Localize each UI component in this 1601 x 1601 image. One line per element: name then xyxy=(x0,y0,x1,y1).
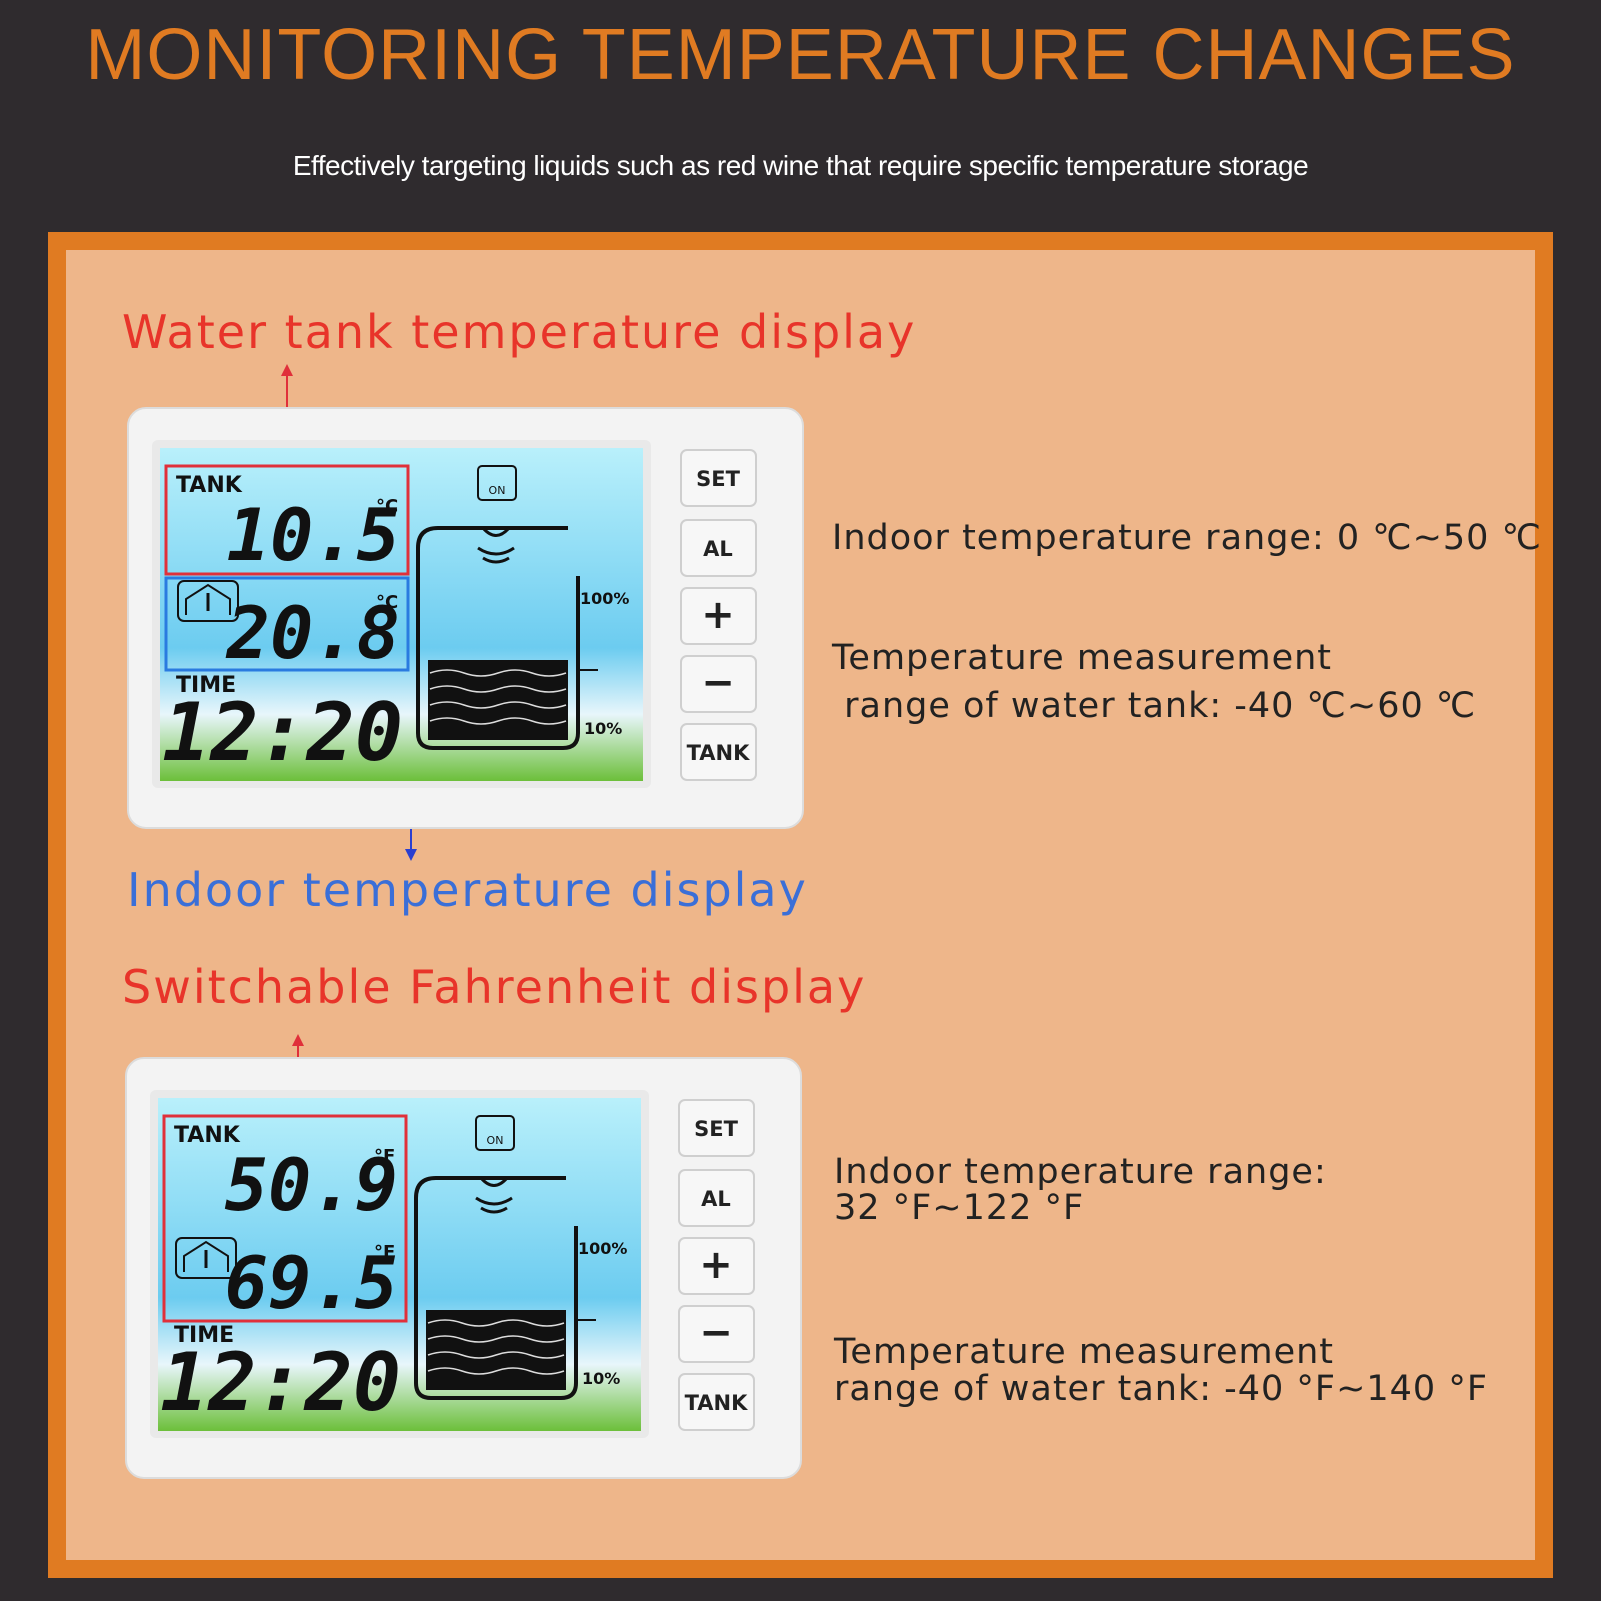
button[interactable] xyxy=(678,1099,755,1157)
on-label: ON xyxy=(487,1134,504,1147)
sprinkler xyxy=(477,526,515,564)
wave xyxy=(429,717,567,725)
on-icon xyxy=(477,465,517,501)
house-icon xyxy=(183,1240,229,1272)
subtitle: Effectively targeting liquids such as re… xyxy=(292,150,1309,181)
button-label: + xyxy=(701,592,735,638)
tank-graphic xyxy=(414,1176,578,1400)
button[interactable] xyxy=(680,519,757,577)
note: range of water tank: -40 °F~140 °F xyxy=(834,1369,1488,1409)
house-icon xyxy=(177,580,239,622)
heading: Switchable Fahrenheit display xyxy=(122,960,867,1014)
highlight-box xyxy=(164,464,410,576)
title: MONITORING TEMPERATURE CHANGES xyxy=(85,15,1516,95)
water xyxy=(428,660,568,740)
note: Temperature measurement xyxy=(832,638,1333,678)
highlight-box xyxy=(162,1114,408,1323)
on-icon xyxy=(475,1115,515,1151)
house-icon xyxy=(185,583,231,615)
button-label: AL xyxy=(701,1187,731,1211)
wave xyxy=(427,1319,565,1327)
note: range of water tank: -40 ℃~60 ℃ xyxy=(832,686,1477,726)
button-label: AL xyxy=(703,537,733,561)
note: Indoor temperature range: xyxy=(834,1152,1327,1192)
button[interactable] xyxy=(678,1305,755,1363)
button[interactable] xyxy=(680,587,757,645)
button-label: + xyxy=(699,1242,733,1288)
button[interactable] xyxy=(678,1169,755,1227)
button[interactable] xyxy=(680,449,757,507)
note: Indoor temperature range: 0 ℃~50 ℃ xyxy=(832,518,1542,558)
wave xyxy=(429,701,567,709)
button-label: − xyxy=(699,1310,733,1356)
tank-label: TANK xyxy=(176,473,243,498)
on-label: ON xyxy=(489,484,506,497)
level-low: 10% xyxy=(584,719,622,738)
heading: Water tank temperature display xyxy=(122,305,917,359)
water xyxy=(426,1310,566,1390)
button-label: TANK xyxy=(685,1391,749,1415)
button[interactable] xyxy=(680,655,757,713)
indoor-temp: 20.8 xyxy=(225,591,400,675)
device: TANK°C10.5°C20.8TIME12:20ON100%10%SETAL+… xyxy=(127,407,804,829)
level-high: 100% xyxy=(580,589,629,608)
button[interactable] xyxy=(680,723,757,781)
level-low: 10% xyxy=(582,1369,620,1388)
indoor-temp: 69.5 xyxy=(225,1241,398,1325)
wave xyxy=(427,1351,565,1359)
house-icon xyxy=(175,1237,237,1279)
note: 32 °F~122 °F xyxy=(834,1188,1085,1228)
time: 12:20 xyxy=(162,686,403,779)
sprinkler xyxy=(475,1176,513,1214)
tank-unit: °C xyxy=(376,496,398,517)
wave xyxy=(427,1335,565,1343)
wave xyxy=(429,685,567,693)
time-label: TIME xyxy=(176,673,236,698)
button-label: − xyxy=(701,660,735,706)
caption: Indoor temperature display xyxy=(127,863,808,917)
button-label: SET xyxy=(694,1117,738,1141)
button-label: TANK xyxy=(687,741,751,765)
highlight-box xyxy=(164,576,410,672)
tank-unit: °F xyxy=(374,1146,395,1167)
wave xyxy=(429,669,567,677)
wave xyxy=(427,1367,565,1375)
level-high: 100% xyxy=(578,1239,627,1258)
time-label: TIME xyxy=(174,1323,234,1348)
indoor-unit: °C xyxy=(376,592,398,613)
note: Temperature measurement xyxy=(834,1332,1335,1372)
button-label: SET xyxy=(696,467,740,491)
button[interactable] xyxy=(678,1237,755,1295)
tank-temp: 50.9 xyxy=(225,1143,398,1227)
device: TANK°F50.9°F69.5TIME12:20ON100%10%SETAL+… xyxy=(125,1057,802,1479)
tank-label: TANK xyxy=(174,1123,241,1148)
indoor-unit: °F xyxy=(374,1242,395,1263)
tank-temp: 10.5 xyxy=(227,493,400,577)
button[interactable] xyxy=(678,1373,755,1431)
time: 12:20 xyxy=(160,1336,401,1429)
tank-graphic xyxy=(416,526,580,750)
